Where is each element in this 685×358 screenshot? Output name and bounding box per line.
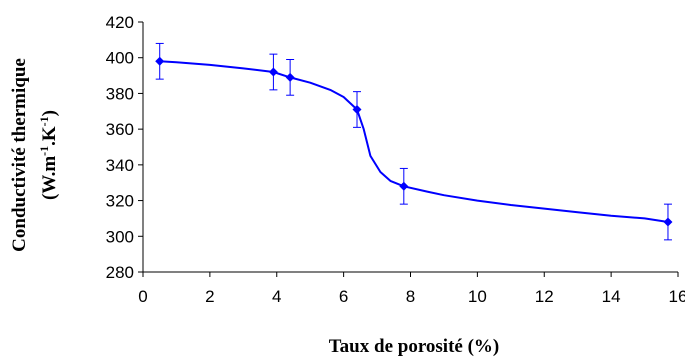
data-point-marker xyxy=(285,72,295,82)
plot-area: 0 2 4 6 8 10 12 14 16 280 300 320 340 360 380 400 420 xyxy=(106,13,685,306)
y-tick-label: 380 xyxy=(106,84,134,103)
data-point-marker xyxy=(352,105,362,114)
data-point-marker xyxy=(663,217,673,227)
y-unit-mid: .K xyxy=(39,126,60,146)
data-point-marker xyxy=(399,181,409,191)
y-unit-suffix: ) xyxy=(39,110,60,116)
y-unit-sup2: -1 xyxy=(37,116,51,126)
y-tick-label: 420 xyxy=(106,13,134,32)
x-tick-label: 8 xyxy=(406,287,415,306)
y-unit-prefix: (W.m xyxy=(39,156,60,200)
x-tick-label: 10 xyxy=(468,287,487,306)
data-point-marker xyxy=(268,67,278,77)
y-tick-label: 320 xyxy=(106,192,134,211)
y-unit-sup1: -1 xyxy=(37,146,51,156)
y-axis-title: Conductivité thermique (W.m-1.K-1) xyxy=(9,58,60,252)
x-tick-label: 14 xyxy=(602,287,621,306)
x-tick-label: 2 xyxy=(205,287,214,306)
y-axis-title-line2: (W.m-1.K-1) xyxy=(37,110,60,200)
y-tick-label: 340 xyxy=(106,156,134,175)
data-point-marker xyxy=(155,56,165,66)
y-tick-label: 300 xyxy=(106,227,134,246)
y-axis-title-line1: Conductivité thermique xyxy=(9,58,30,252)
x-axis-title: Taux de porosité (%) xyxy=(329,336,500,357)
x-tick-label: 4 xyxy=(272,287,281,306)
series-line xyxy=(159,60,669,223)
y-tick-label: 360 xyxy=(106,120,134,139)
y-tick-label: 280 xyxy=(106,263,134,282)
y-tick-label: 400 xyxy=(106,49,134,68)
x-tick-label: 16 xyxy=(669,287,685,306)
x-tick-label: 12 xyxy=(535,287,554,306)
x-tick-label: 6 xyxy=(339,287,348,306)
x-tick-label: 0 xyxy=(138,287,147,306)
